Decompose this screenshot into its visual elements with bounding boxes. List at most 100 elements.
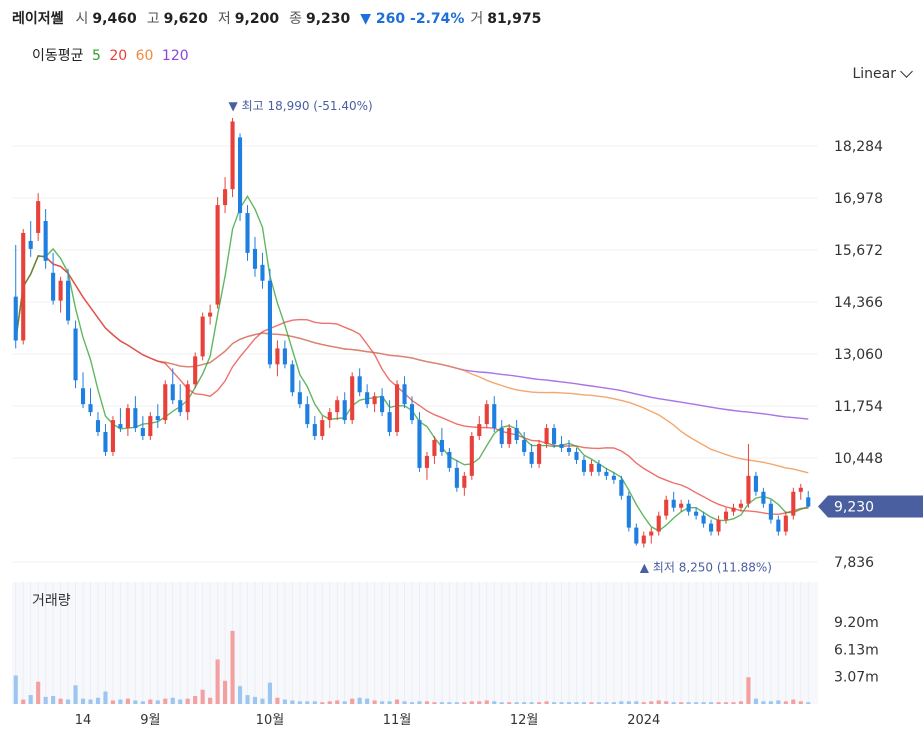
volume-bar	[559, 702, 564, 704]
time-tick-label: 14	[75, 713, 92, 728]
volume-bar	[656, 700, 661, 704]
volume-bar	[357, 697, 362, 704]
volume-bar	[611, 702, 616, 704]
ma-5-line	[15, 194, 809, 532]
volume-bar	[73, 685, 78, 704]
ma-60-label: 60	[135, 48, 154, 64]
candle-body	[686, 503, 691, 512]
volume-bar	[290, 700, 295, 704]
candle-body	[28, 240, 33, 249]
volume-bar	[275, 697, 280, 704]
volume-bar	[806, 702, 811, 704]
candle-body	[753, 475, 758, 492]
volume-bar	[664, 701, 669, 704]
volume-bar	[223, 680, 228, 704]
volume-bar	[709, 702, 714, 704]
volume-bar	[716, 702, 721, 704]
candle-body	[417, 420, 422, 468]
low-annotation: ▲ 최저 8,250 (11.88%)	[640, 561, 772, 575]
candle-body	[88, 404, 93, 413]
volume-bars	[13, 630, 811, 704]
candle-body	[73, 328, 78, 381]
candle-body	[155, 416, 160, 421]
volume-bar	[95, 697, 101, 704]
volume-bar	[783, 701, 788, 704]
ma-5-path	[15, 194, 809, 532]
ma-60-line	[15, 255, 809, 474]
price-tick-label: 7,836	[834, 555, 874, 571]
candle-body	[776, 519, 781, 532]
candle-body	[454, 467, 459, 488]
price-tick-label: 16,978	[834, 191, 883, 207]
candle-body	[484, 404, 489, 425]
volume-bar	[185, 698, 190, 704]
candle-body	[581, 459, 587, 472]
volume-bar	[492, 701, 497, 704]
candle-body	[237, 137, 243, 214]
volume-bar	[761, 701, 766, 704]
candle-body	[402, 384, 407, 405]
volume-bar	[619, 701, 624, 704]
volume-bar	[372, 700, 377, 704]
candle-body	[589, 463, 594, 472]
volume-bar	[447, 702, 452, 704]
volume-bar	[768, 701, 773, 704]
volume-bar	[200, 689, 205, 704]
volume-bar	[798, 701, 803, 704]
ma-20-path	[15, 255, 809, 516]
candle-body	[409, 404, 415, 421]
volume-bar	[28, 695, 33, 704]
volume-bar	[178, 699, 183, 704]
volume-bar	[596, 702, 601, 704]
time-tick-label: 2024	[627, 713, 660, 728]
price-tick-label: 15,672	[834, 243, 883, 259]
volume-bar	[723, 702, 729, 704]
volume-bar	[649, 701, 654, 704]
candle-body	[761, 491, 766, 504]
candle-body	[66, 280, 71, 321]
candle-body	[566, 447, 572, 452]
close-value: 9,230	[305, 11, 351, 27]
candle-body	[51, 272, 56, 301]
volume-bar	[380, 701, 385, 704]
volume-bar	[208, 697, 213, 704]
candle-body	[649, 531, 654, 536]
volume-bar	[409, 702, 415, 704]
volume-bar	[267, 682, 272, 704]
scale-dropdown[interactable]: Linear	[852, 65, 913, 82]
ma-120-line	[15, 255, 809, 420]
candle-body	[424, 455, 430, 468]
time-tick-label: 12월	[510, 713, 539, 728]
volume-bar	[335, 700, 340, 704]
volume-tick-label: 3.07m	[834, 670, 879, 686]
low-label: 저	[217, 11, 231, 27]
volume-bar	[365, 698, 370, 704]
candle-body	[200, 316, 205, 357]
ma-60-path	[15, 255, 809, 474]
volume-bar	[58, 698, 63, 704]
ma-120-label: 120	[161, 48, 189, 64]
volume-tick-label: 9.20m	[834, 615, 879, 631]
candle-body	[148, 416, 153, 437]
volume-bar	[566, 702, 572, 704]
volume-bar	[215, 659, 220, 704]
volume-bar	[350, 698, 355, 704]
candle-body	[320, 420, 325, 437]
volume-bar	[694, 702, 699, 704]
candle-body	[267, 280, 272, 365]
volume-bar	[738, 701, 744, 704]
volume-bar	[51, 695, 56, 704]
volume-bar	[297, 701, 302, 704]
candles	[13, 117, 811, 548]
volume-bar	[170, 697, 175, 704]
candle-body	[312, 424, 317, 437]
candle-body	[193, 356, 198, 385]
volume-bar	[402, 701, 407, 704]
volume-panel-label: 거래량	[32, 593, 71, 609]
candle-body	[499, 428, 504, 444]
volume-bar	[43, 696, 48, 704]
volume-bar	[469, 701, 474, 704]
candle-body	[290, 364, 295, 393]
volume-bar	[66, 699, 71, 704]
